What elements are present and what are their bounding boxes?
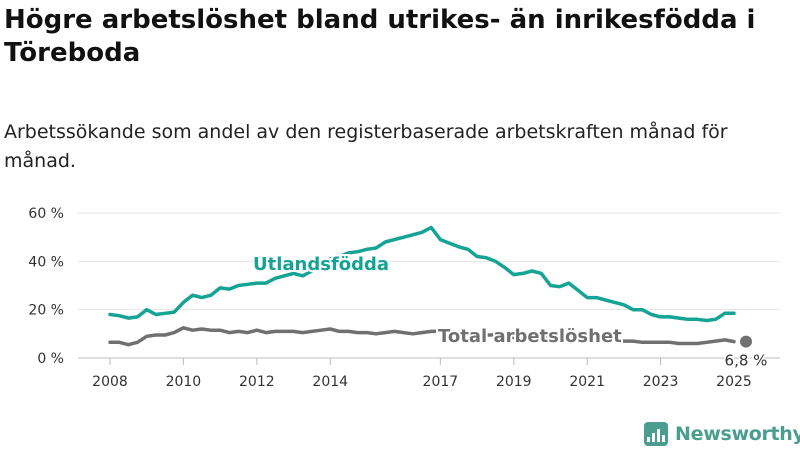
end-point-marker	[740, 335, 752, 348]
x-tick-label: 2012	[239, 374, 275, 390]
y-tick-label: 40 %	[28, 254, 64, 270]
chart-subtitle: Arbetssökande som andel av den registerb…	[4, 121, 728, 172]
x-tick-label: 2023	[643, 374, 679, 390]
brand-name: Newsworthy	[675, 423, 800, 445]
series-line-foreign-born	[108, 225, 736, 323]
x-tick-label: 2014	[312, 374, 348, 390]
x-tick-label: 2025	[716, 374, 752, 390]
end-value-label: 6,8 %	[725, 352, 768, 370]
x-tick-label: 2010	[166, 374, 202, 390]
y-tick-label: 0 %	[37, 351, 64, 367]
bar-chart-icon	[644, 422, 668, 446]
series-line-total	[108, 326, 736, 347]
chart-title: Högre arbetslöshet bland utrikes- än inr…	[4, 5, 756, 68]
x-tick-label: 2008	[92, 374, 128, 390]
x-tick-label: 2017	[423, 374, 459, 390]
series-label-foreign-born: Utlandsfödda	[253, 254, 389, 275]
x-tick-label: 2019	[496, 374, 532, 390]
newsworthy-logo: Newsworthy	[644, 419, 800, 449]
x-tick-label: 2021	[569, 374, 605, 390]
y-tick-label: 60 %	[28, 206, 64, 222]
series-label-total: Total arbetslöshet	[438, 326, 622, 347]
y-tick-label: 20 %	[28, 303, 64, 319]
